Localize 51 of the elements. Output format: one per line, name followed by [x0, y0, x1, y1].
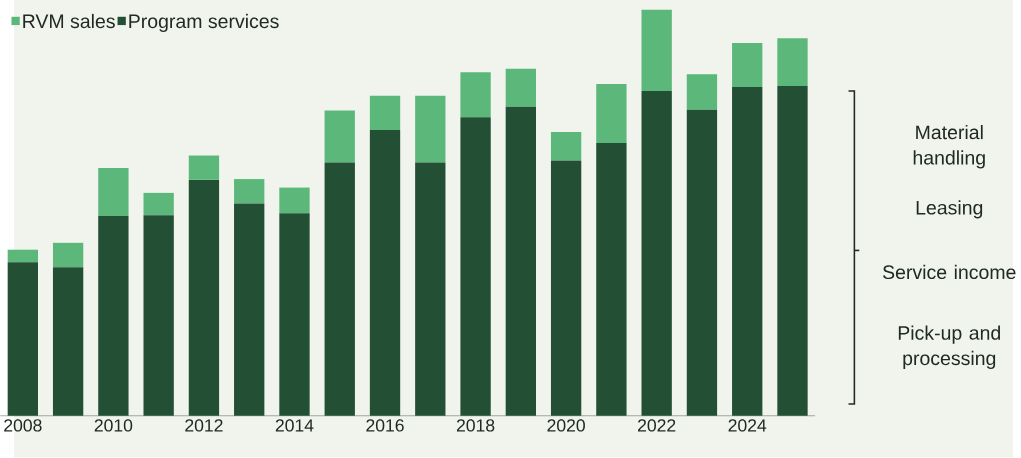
text: Service income: [883, 264, 1016, 280]
bar: [188, 179, 220, 416]
x-tick-label: 2018: [456, 419, 495, 432]
bar: [324, 162, 355, 416]
legend-label: RVM sales: [23, 13, 115, 29]
bar: [52, 242, 84, 268]
x-tick-label: 2010: [94, 419, 133, 432]
bar: [415, 95, 446, 163]
bar: [460, 72, 491, 118]
bar: [777, 86, 808, 416]
bar: [279, 213, 310, 416]
bar: [460, 117, 491, 416]
bar: [188, 155, 220, 180]
bar: [234, 179, 265, 204]
bar: [505, 68, 537, 107]
x-tick-label: 2008: [4, 419, 42, 432]
bar: [732, 86, 763, 416]
bar: [143, 192, 174, 216]
bar: [777, 38, 808, 87]
bar: [732, 43, 763, 87]
bar: [7, 262, 38, 416]
bar: [686, 74, 718, 110]
text: Pick-up and processing: [898, 325, 1000, 370]
bar: [52, 267, 84, 416]
x-tick-label: 2020: [547, 419, 585, 432]
text: Material handling: [913, 125, 985, 169]
bar: [234, 203, 265, 416]
legend-label: Program services: [129, 13, 279, 33]
bar: [143, 215, 174, 416]
bar: [596, 143, 627, 416]
x-tick-label: 2016: [366, 419, 404, 432]
bar: [279, 187, 310, 214]
bar: [550, 132, 582, 161]
bar: [369, 130, 401, 416]
x-tick-label: 2014: [275, 419, 314, 432]
text: Leasing: [916, 200, 983, 219]
x-tick-label: 2022: [638, 419, 676, 432]
bar: [369, 95, 401, 131]
x-tick-label: 2012: [185, 419, 223, 432]
bar: [7, 249, 38, 263]
bar: [98, 216, 129, 416]
bar: [641, 9, 672, 92]
bar: [550, 160, 582, 416]
bar: [415, 162, 446, 416]
bar: [596, 84, 627, 144]
bar: [641, 91, 672, 416]
x-tick-label: 2024: [728, 419, 767, 432]
bar: [505, 106, 537, 416]
bar: [686, 109, 718, 416]
bar: [98, 168, 129, 217]
bar: [324, 110, 355, 163]
